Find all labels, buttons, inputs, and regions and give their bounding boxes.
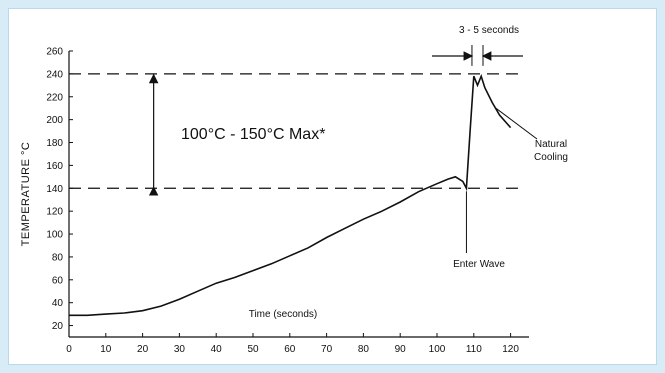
y-tick-label: 160 (46, 161, 63, 172)
axes (68, 51, 529, 338)
y-tick-label: 80 (52, 252, 64, 263)
x-tick-label: 90 (395, 344, 407, 355)
x-tick-label: 80 (358, 344, 370, 355)
y-tick-label: 260 (46, 47, 63, 58)
cooling-label-1: Natural (535, 139, 567, 150)
x-tick-labels: 0 10 20 30 40 50 60 70 80 90 100 110 120 (66, 333, 519, 355)
x-tick-label: 30 (174, 344, 186, 355)
range-label: 100°C - 150°C Max* (181, 126, 325, 143)
y-tick-label: 180 (46, 138, 63, 149)
annotation-marks (148, 45, 538, 253)
y-tick-label: 60 (52, 275, 64, 286)
x-tick-label: 100 (429, 344, 446, 355)
y-tick-labels: 20 40 60 80 100 120 140 160 180 200 220 240 260 (46, 47, 73, 332)
x-axis-label: Time (seconds) (249, 309, 318, 320)
series-line (69, 73, 512, 317)
y-tick-label: 140 (46, 184, 63, 195)
x-tick-label: 110 (466, 344, 482, 355)
x-tick-label: 60 (284, 344, 296, 355)
x-tick-label: 40 (211, 344, 223, 355)
y-tick-label: 200 (46, 115, 63, 126)
x-tick-label: 0 (66, 344, 72, 355)
cooling-leader (495, 107, 538, 140)
x-tick-label: 50 (247, 344, 259, 355)
y-tick-label: 220 (46, 92, 63, 103)
chart-frame: 20 40 60 80 100 120 140 160 180 200 220 240 260 0 10 2… (8, 8, 657, 365)
y-tick-label: 240 (46, 69, 63, 80)
y-axis-label: TEMPERATURE °C (20, 142, 32, 247)
y-tick-label: 120 (46, 207, 63, 218)
enter-wave-label: Enter Wave (453, 259, 505, 270)
y-tick-label: 20 (52, 321, 64, 332)
x-tick-label: 10 (100, 344, 112, 355)
dwell-label: 3 - 5 seconds (459, 25, 519, 36)
x-tick-label: 70 (321, 344, 333, 355)
y-tick-label: 100 (46, 230, 63, 241)
cooling-label-2: Cooling (534, 152, 568, 163)
y-tick-label: 40 (52, 298, 64, 309)
x-tick-label: 120 (502, 344, 519, 355)
x-tick-label: 20 (137, 344, 149, 355)
soldering-profile-chart: 20 40 60 80 100 120 140 160 180 200 220 240 260 0 10 2… (20, 25, 568, 355)
